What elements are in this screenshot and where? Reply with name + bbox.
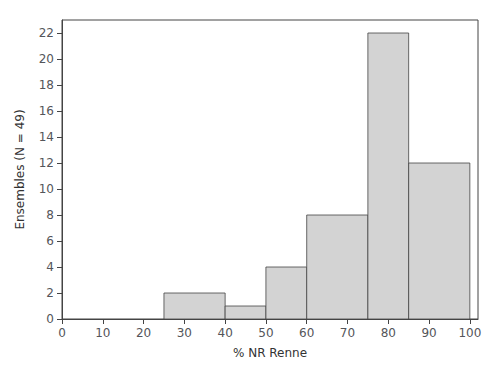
svg-text:16: 16 [39, 104, 54, 118]
svg-text:10: 10 [95, 326, 110, 340]
svg-text:6: 6 [46, 234, 54, 248]
svg-text:Ensembles (N = 49): Ensembles (N = 49) [13, 109, 27, 229]
svg-text:14: 14 [39, 130, 54, 144]
svg-text:8: 8 [46, 208, 54, 222]
svg-text:4: 4 [46, 260, 54, 274]
svg-text:100: 100 [458, 326, 481, 340]
svg-text:60: 60 [299, 326, 314, 340]
svg-text:12: 12 [39, 156, 54, 170]
svg-text:50: 50 [258, 326, 273, 340]
svg-text:0: 0 [46, 312, 54, 326]
svg-text:40: 40 [217, 326, 232, 340]
svg-text:10: 10 [39, 182, 54, 196]
svg-text:0: 0 [58, 326, 66, 340]
svg-text:18: 18 [39, 78, 54, 92]
svg-text:% NR Renne: % NR Renne [233, 346, 307, 360]
svg-text:2: 2 [46, 286, 54, 300]
svg-text:22: 22 [39, 26, 54, 40]
svg-text:20: 20 [136, 326, 151, 340]
svg-text:30: 30 [177, 326, 192, 340]
svg-text:80: 80 [381, 326, 396, 340]
svg-text:90: 90 [421, 326, 436, 340]
svg-text:20: 20 [39, 52, 54, 66]
svg-text:70: 70 [340, 326, 355, 340]
